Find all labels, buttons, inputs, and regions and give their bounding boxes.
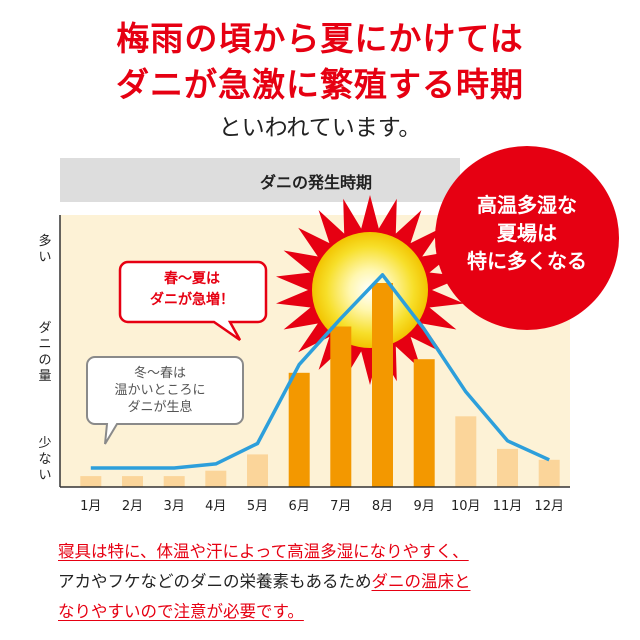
bar-4月 [205, 470, 227, 487]
x-tick-label: 11月 [493, 499, 523, 514]
footer-line-2: アカやフケなどのダニの栄養素もあるためダニの温床と [58, 572, 471, 591]
svg-text:高温多湿な夏場は特に多くなる: 高温多湿な夏場は特に多くなる [467, 193, 587, 273]
x-tick-label: 1月 [80, 499, 101, 514]
chart-title: ダニの発生時期 [260, 173, 372, 192]
x-tick-label: 9月 [414, 499, 435, 514]
bar-7月 [330, 326, 352, 487]
svg-text:冬〜春は温かいところにダニが生息: 冬〜春は温かいところにダニが生息 [114, 365, 205, 415]
bar-5月 [247, 454, 268, 487]
bar-3月 [163, 476, 185, 487]
footer-line-1-text: 寝具は特に、体温や汗によって高温多湿になりやすく、 [58, 542, 469, 561]
x-tick-label: 10月 [451, 499, 481, 514]
bar-6月 [288, 372, 310, 487]
x-tick-label: 2月 [122, 499, 143, 514]
headline-line-1: 梅雨の頃から夏にかけては [116, 19, 524, 58]
callout-summer: 高温多湿な夏場は特に多くなる [435, 146, 619, 330]
x-tick-label: 8月 [372, 499, 393, 514]
footer-line-1: 寝具は特に、体温や汗によって高温多湿になりやすく、 [58, 542, 469, 561]
x-tick-label: 7月 [330, 499, 351, 514]
x-tick-label: 5月 [247, 499, 268, 514]
footer-line-2-emphasis: ダニの温床と [371, 572, 471, 591]
headline-line-2: ダニが急激に繁殖する時期 [116, 65, 524, 104]
footer-line-3: なりやすいので注意が必要です。 [58, 602, 304, 621]
x-tick-label: 12月 [534, 499, 564, 514]
trend-line [90, 273, 550, 470]
chart-title-bar [60, 158, 460, 202]
callout-spring: 春〜夏はダニが急増！ [118, 260, 268, 342]
headline-subtext: といわれています。 [218, 115, 422, 141]
bar-8月 [372, 283, 393, 487]
x-tick-label: 6月 [289, 499, 310, 514]
bar-10月 [455, 416, 477, 487]
bar-11月 [497, 448, 518, 487]
bar-9月 [413, 359, 435, 487]
y-axis-top-label: 多い [38, 233, 51, 265]
x-tick-label: 4月 [205, 499, 226, 514]
svg-text:春〜夏はダニが急増！: 春〜夏はダニが急増！ [150, 270, 234, 308]
bar-12月 [538, 459, 560, 487]
callout-winter: 冬〜春は温かいところにダニが生息 [86, 356, 244, 445]
footer-line-3-text: なりやすいので注意が必要です。 [58, 602, 304, 621]
footer-line-2-text: アカやフケなどのダニの栄養素もあるため [58, 572, 372, 591]
bar-1月 [80, 476, 102, 487]
y-axis-bottom-label: 少ない [38, 436, 51, 483]
y-axis-label: ダニの量 [38, 321, 51, 384]
x-tick-label: 3月 [164, 499, 185, 514]
bar-2月 [122, 476, 143, 487]
